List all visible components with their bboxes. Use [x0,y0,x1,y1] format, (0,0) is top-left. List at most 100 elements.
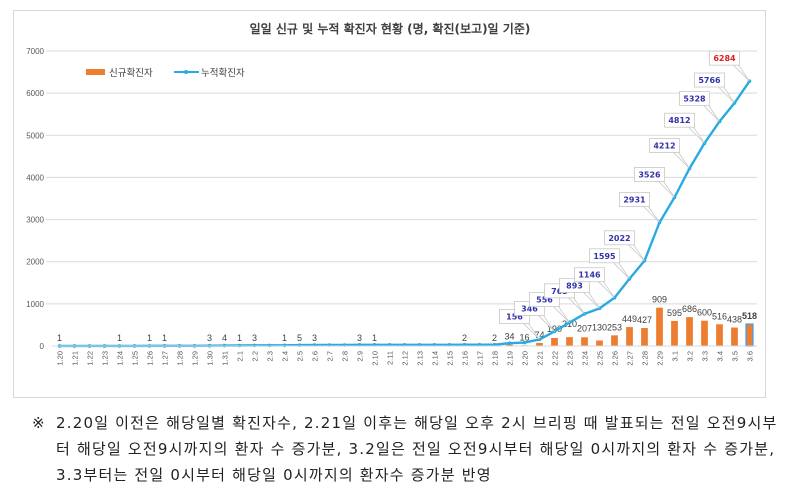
x-tick-label: 2.8 [341,351,350,361]
callout-box [679,91,710,106]
bar-series [56,307,754,347]
y-tick-label: 7000 [26,47,44,56]
callout-pointer [673,152,690,169]
bar-data-label: 74 [534,330,544,340]
line-point [237,343,242,348]
x-tick-label: 3.2 [686,351,695,361]
line-data-label: 1146 [578,271,601,280]
bar-data-label: 449 [622,314,637,324]
line-point [267,343,272,348]
bar-data-label: 1 [147,333,152,343]
x-tick-label: 2.28 [641,351,650,366]
y-tick-label: 6000 [26,89,44,98]
x-tick-label: 2.3 [266,351,275,361]
line-data-label: 4212 [653,141,675,150]
y-tick-label: 3000 [26,216,44,225]
callout-pointer [718,86,735,104]
x-tick-label: 2.5 [296,351,305,361]
callout-box [604,230,635,246]
x-tick-label: 2.27 [626,351,635,366]
callout-pointer [688,126,705,144]
callout-box [649,138,680,153]
x-tick-label: 2.24 [581,351,590,366]
bar-data-label: 253 [607,322,622,332]
bar-data-label: 4 [222,333,227,343]
line-point [252,343,257,348]
y-axis: 0 1000 2000 3000 4000 5000 6000 7000 [26,47,44,351]
x-tick-label: 2.2 [251,351,260,361]
bar [536,342,543,346]
bar-data-label: 518 [742,311,757,321]
callout-pointer [703,105,720,122]
callout-box [619,192,650,207]
x-tick-label: 2.6 [311,351,320,361]
bar [731,327,738,346]
bar-data-label: 1 [117,333,122,343]
x-tick-label: 3.4 [716,351,725,361]
line-data-label: 893 [566,281,583,290]
x-tick-label: 3.3 [701,351,710,361]
x-tick-label: 2.20 [521,351,530,366]
bar [686,317,693,346]
callout-box [634,167,665,182]
x-tick-label: 3.1 [671,351,680,361]
x-tick-label: 1.24 [116,351,125,366]
line-data-label: 346 [521,304,538,313]
bar-data-label: 190 [547,324,562,334]
bar [581,337,588,346]
bar-data-label: 130 [592,323,607,333]
line-data-label: 156 [506,312,523,321]
x-tick-label: 2.26 [611,351,620,366]
bar-data-label: 1 [57,333,62,343]
x-tick-label: 2.22 [551,351,560,366]
x-tick-label: 2.16 [461,351,470,366]
bar [671,320,678,346]
callout-box [694,72,725,88]
bar-data-label: 3 [252,333,257,343]
callout-pointer [658,181,675,198]
legend-label-new-cases: 신규확진자 [109,67,153,79]
line-data-label: 1595 [593,252,616,261]
x-tick-label: 2.1 [236,351,245,361]
x-tick-label: 2.18 [491,351,500,366]
x-tick-label: 2.15 [446,351,455,366]
y-tick-label: 4000 [26,173,44,182]
bar [611,335,618,346]
x-tick-label: 1.31 [221,351,230,366]
x-tick-label: 1.21 [71,351,80,366]
x-tick-label: 2.25 [596,351,605,366]
y-tick-label: 1000 [26,300,44,309]
x-tick-label: 1.25 [131,351,140,366]
y-tick-label: 0 [40,342,45,351]
bar [716,324,723,346]
line-data-label: 5766 [698,76,721,85]
callout-box [664,112,695,128]
bar [641,328,648,346]
x-tick-label: 2.29 [656,351,665,366]
bar [551,337,558,346]
x-axis: 1.20 1.21 1.22 1.23 1.24 1.25 1.26 1.27 1.28 1.29… [52,345,757,366]
bar [745,323,754,347]
footnote-mark: ※ [32,414,45,432]
bar [656,307,663,346]
x-tick-label: 3.5 [731,351,740,361]
line-series [57,79,752,348]
x-tick-label: 2.21 [536,351,545,366]
x-tick-label: 2.7 [326,351,335,361]
bar-data-label: 1 [282,333,287,343]
x-tick-label: 1.23 [101,351,110,366]
footnote-text: 2.20일 이전은 해당일별 확진자수, 2.21일 이후는 해당일 오후 2시… [56,414,778,484]
x-tick-label: 1.26 [146,351,155,366]
y-tick-label: 2000 [26,258,44,267]
bar-data-label: 1 [237,333,242,343]
line-data-label: 2022 [608,234,630,243]
legend-label-cumulative: 누적확진자 [201,67,245,79]
x-tick-label: 1.27 [161,351,170,366]
line-data-label: 5328 [683,94,706,103]
x-tick-label: 2.12 [401,351,410,366]
x-tick-label: 2.23 [566,351,575,366]
x-tick-label: 2.11 [386,351,395,365]
callout-pointer [523,323,540,340]
bar [566,337,573,346]
bar-data-label: 516 [712,311,727,321]
